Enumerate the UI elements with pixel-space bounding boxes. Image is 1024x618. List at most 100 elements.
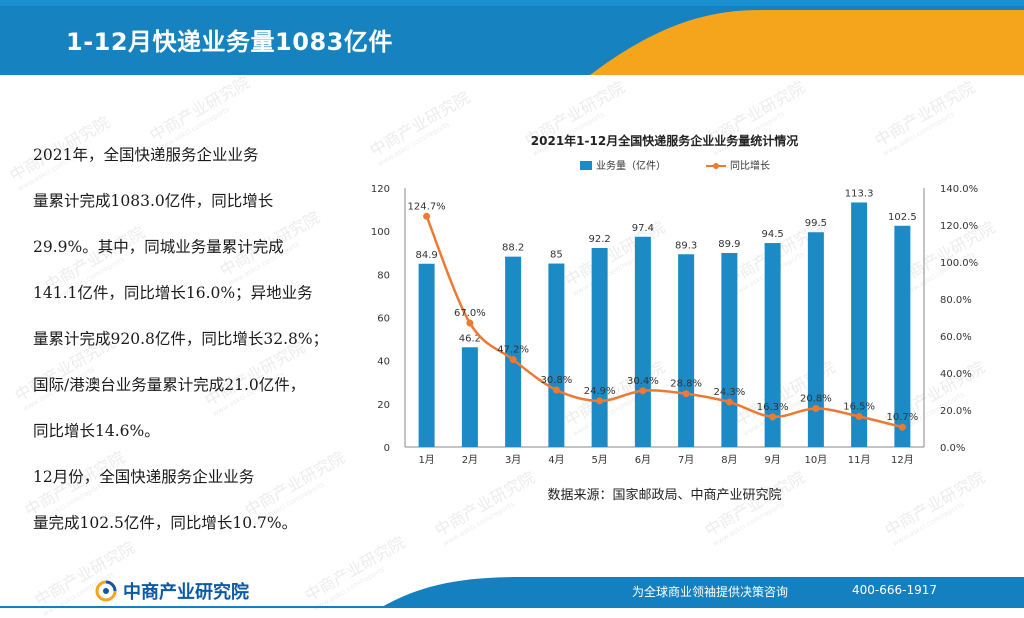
x-tick-label: 7月 (678, 454, 694, 466)
x-tick-label: 10月 (805, 454, 828, 466)
bar-data-label: 92.2 (588, 234, 610, 245)
page-title: 1-12月快递业务量1083亿件 (66, 28, 393, 56)
bar-data-label: 102.5 (888, 212, 917, 223)
banner-background (0, 0, 1024, 75)
body-line: 2021年，全国快递服务企业业务 (33, 146, 259, 164)
line-data-label: 28.8% (670, 379, 702, 390)
legend-swatch-bar (580, 161, 592, 170)
bar (548, 263, 565, 447)
footer-slogan: 为全球商业领袖提供决策咨询 (632, 585, 789, 599)
company-logo-icon (95, 580, 117, 602)
y-right-tick-label: 80.0% (940, 295, 972, 306)
bar-data-label: 97.4 (632, 223, 654, 234)
body-line: 量累计完成920.8亿件，同比增长32.8%； (33, 330, 329, 348)
bar (461, 347, 478, 447)
bar (807, 232, 824, 447)
body-line: 29.9%。其中，同城业务量累计完成 (33, 238, 284, 256)
legend-label-line: 同比增长 (730, 159, 770, 172)
bar (764, 243, 781, 447)
line-data-label: 30.4% (627, 376, 659, 387)
bar (591, 248, 608, 447)
line-point (725, 398, 733, 406)
y-right-tick-label: 120.0% (940, 221, 978, 232)
line-point (898, 423, 906, 431)
line-data-label: 30.8% (540, 375, 572, 386)
body-line: 量累计完成1083.0亿件，同比增长 (33, 192, 274, 210)
bar (678, 254, 695, 447)
y-left-tick-label: 120 (371, 184, 390, 195)
line-point (466, 319, 474, 327)
x-tick-label: 4月 (548, 454, 564, 466)
x-tick-label: 2月 (462, 454, 478, 466)
y-left-tick-label: 0 (384, 443, 390, 454)
bar-data-label: 46.2 (459, 333, 481, 344)
bar-data-label: 89.3 (675, 240, 697, 251)
y-left-tick-label: 60 (377, 314, 390, 325)
y-left-tick-label: 40 (377, 357, 390, 368)
x-tick-label: 8月 (721, 454, 737, 466)
bar (851, 202, 868, 447)
bar-data-label: 84.9 (415, 250, 437, 261)
bar-data-label: 85 (550, 250, 563, 261)
line-data-label: 16.3% (757, 402, 789, 413)
chart-source: 数据来源：国家邮政局、中商产业研究院 (547, 487, 781, 503)
line-point (423, 212, 431, 220)
x-tick-label: 11月 (848, 454, 871, 466)
line-point (682, 390, 690, 398)
x-tick-label: 6月 (635, 454, 651, 466)
line-data-label: 24.9% (584, 386, 616, 397)
header-banner: 1-12月快递业务量1083亿件 (0, 0, 1024, 75)
line-point (509, 356, 517, 364)
line-point (812, 405, 820, 413)
x-tick-label: 1月 (418, 454, 434, 466)
body-text: 2021年，全国快递服务企业业务 量累计完成1083.0亿件，同比增长 29.9… (33, 140, 358, 554)
body-line: 12月份，全国快递服务企业业务 (33, 468, 255, 486)
chart-title: 2021年1-12月全国快递服务企业业务量统计情况 (531, 133, 798, 148)
line-point (769, 413, 777, 421)
line-point (552, 386, 560, 394)
footer-phone: 400-666-1917 (852, 583, 938, 597)
bar (418, 263, 435, 447)
line-data-label: 67.0% (454, 308, 486, 319)
bar-data-label: 88.2 (502, 243, 524, 254)
y-left-tick-label: 100 (371, 227, 390, 238)
x-tick-label: 3月 (505, 454, 521, 466)
body-line: 141.1亿件，同比增长16.0%；异地业务 (33, 284, 313, 302)
x-tick-label: 12月 (891, 454, 914, 466)
y-right-tick-label: 20.0% (940, 406, 972, 417)
body-line: 量完成102.5亿件，同比增长10.7%。 (33, 514, 298, 532)
bar-data-label: 99.5 (805, 218, 827, 229)
line-point (855, 412, 863, 420)
x-tick-label: 5月 (591, 454, 607, 466)
footer-bar (0, 577, 1024, 608)
y-right-tick-label: 140.0% (940, 184, 978, 195)
line-point (596, 397, 604, 405)
line-data-label: 24.3% (713, 387, 745, 398)
footer-background (0, 577, 1024, 608)
bar (505, 256, 522, 447)
footer-logo-text: 中商产业研究院 (123, 582, 249, 603)
bar (634, 236, 651, 447)
line-point (639, 387, 647, 395)
y-right-tick-label: 0.0% (940, 443, 965, 454)
bar (894, 225, 911, 447)
line-data-label: 124.7% (408, 201, 446, 212)
y-right-tick-label: 100.0% (940, 258, 978, 269)
bar (721, 252, 738, 447)
bar-data-label: 94.5 (761, 229, 783, 240)
bar-data-label: 113.3 (845, 188, 874, 199)
legend-label-bar: 业务量（亿件） (596, 159, 666, 172)
legend-marker-line (713, 163, 719, 169)
y-right-tick-label: 40.0% (940, 369, 972, 380)
footer-logo: 中商产业研究院 (95, 578, 249, 604)
y-left-tick-label: 80 (377, 270, 390, 281)
bar-data-label: 89.9 (718, 239, 740, 250)
line-data-label: 20.8% (800, 394, 832, 405)
body-line: 国际/港澳台业务量累计完成21.0亿件， (33, 376, 306, 394)
line-data-label: 16.5% (843, 401, 875, 412)
line-data-label: 47.2% (497, 345, 529, 356)
x-tick-label: 9月 (764, 454, 780, 466)
line-data-label: 10.7% (886, 412, 918, 423)
body-line: 同比增长14.6%。 (33, 422, 160, 440)
